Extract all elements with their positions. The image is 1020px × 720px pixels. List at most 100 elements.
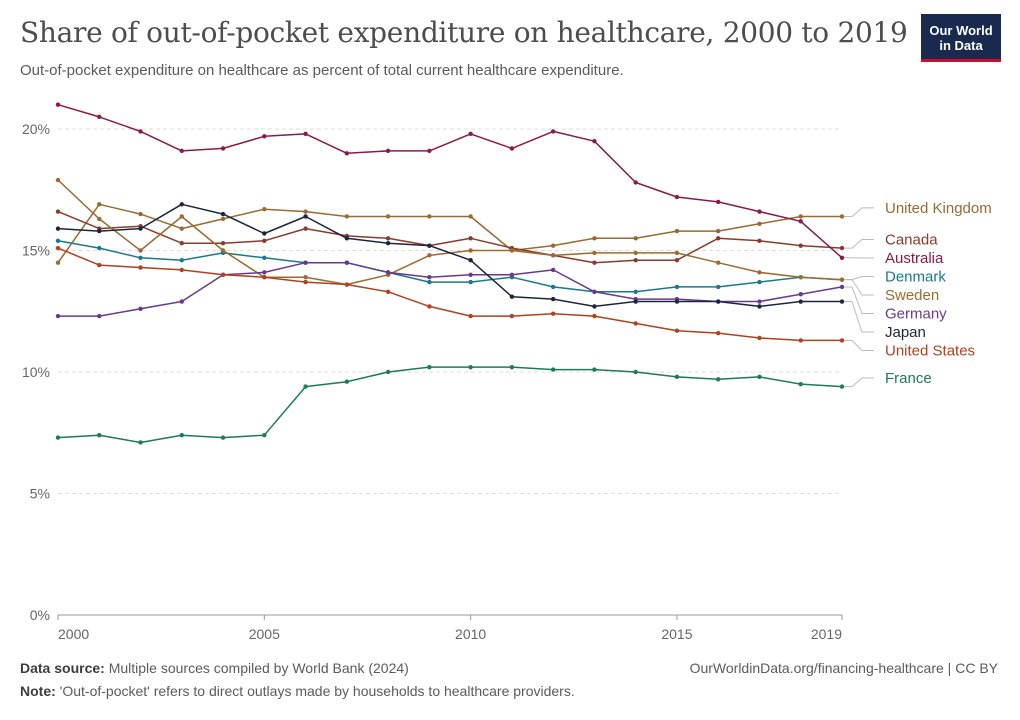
data-point: [262, 238, 267, 243]
series-line: [57, 203, 842, 264]
data-point: [633, 369, 638, 375]
data-point: [550, 284, 556, 290]
series-label: Germany: [885, 306, 947, 323]
source-url[interactable]: OurWorldinData.org/financing-healthcare …: [689, 660, 998, 676]
data-point: [550, 267, 556, 273]
data-point: [179, 432, 184, 438]
data-point: [55, 209, 61, 214]
data-point: [303, 131, 308, 137]
data-point: [674, 258, 680, 263]
data-point: [179, 226, 184, 231]
data-point: [179, 148, 184, 154]
data-point: [220, 241, 226, 246]
data-point: [427, 304, 432, 309]
series-label: Australia: [885, 250, 944, 267]
y-tick-label: 10%: [22, 364, 50, 380]
data-point: [97, 262, 102, 268]
data-point: [138, 306, 143, 312]
data-point: [55, 435, 61, 440]
label-connector: [844, 301, 874, 333]
data-point: [633, 258, 638, 263]
data-point: [839, 214, 845, 219]
data-point: [716, 199, 721, 205]
data-point: [97, 245, 102, 251]
data-point: [179, 299, 184, 304]
data-point: [138, 255, 143, 260]
data-point: [303, 279, 308, 285]
note-line: Note: 'Out-of-pocket' refers to direct o…: [20, 683, 575, 699]
data-point: [592, 260, 597, 265]
data-point: [55, 177, 61, 183]
data-point: [344, 379, 350, 384]
data-point: [509, 248, 515, 253]
data-point: [592, 313, 597, 319]
data-point: [55, 102, 61, 107]
y-tick-label: 20%: [22, 121, 50, 137]
data-point: [262, 275, 267, 280]
data-point: [427, 279, 432, 285]
x-tick-label: 2015: [661, 626, 692, 642]
series-line: [58, 261, 843, 317]
y-tick-label: 0%: [30, 607, 50, 623]
note-label: Note:: [20, 683, 56, 699]
data-point: [427, 243, 432, 248]
series-line: [57, 247, 842, 342]
data-point: [138, 129, 143, 134]
data-point: [138, 211, 143, 217]
x-tick-label: 2005: [249, 626, 280, 642]
data-point: [138, 248, 143, 253]
data-point: [303, 226, 308, 231]
data-point: [344, 260, 350, 265]
data-point: [550, 129, 556, 134]
label-connector: [844, 279, 874, 296]
data-point: [97, 313, 102, 319]
data-point: [220, 435, 226, 440]
data-point: [385, 369, 391, 375]
data-point: [757, 299, 762, 304]
data-point: [839, 284, 845, 290]
data-point: [220, 216, 226, 222]
series-line: [57, 103, 843, 259]
data-point: [592, 250, 597, 256]
data-point: [716, 236, 721, 241]
data-point: [427, 253, 432, 258]
data-point: [674, 194, 680, 200]
data-point: [468, 236, 473, 241]
data-point: [97, 432, 102, 438]
data-point: [427, 275, 432, 280]
gridlines: [58, 128, 842, 494]
data-point: [385, 289, 391, 295]
data-point: [550, 311, 556, 316]
data-point: [138, 226, 143, 231]
data-point: [303, 209, 308, 214]
data-point: [97, 114, 102, 120]
data-point: [385, 241, 391, 246]
data-point: [179, 258, 184, 263]
owid-logo[interactable]: Our World in Data: [921, 14, 1001, 62]
data-point: [303, 275, 308, 280]
data-point: [427, 214, 432, 219]
data-point: [633, 299, 638, 304]
data-point: [674, 228, 680, 234]
data-point: [179, 241, 184, 246]
data-point: [716, 299, 721, 304]
data-point: [220, 211, 226, 217]
data-point: [716, 330, 721, 336]
data-point: [716, 228, 721, 234]
data-point: [716, 284, 721, 290]
data-point: [592, 236, 597, 241]
data-point: [55, 245, 61, 251]
data-point: [798, 299, 803, 304]
data-point: [757, 304, 762, 309]
logo-line-2: in Data: [939, 38, 983, 53]
data-point: [468, 248, 473, 253]
series-line: [57, 203, 842, 308]
data-point: [97, 202, 102, 207]
data-point: [592, 304, 597, 309]
data-point: [633, 236, 638, 241]
data-point: [674, 328, 680, 333]
data-point: [262, 432, 267, 438]
data-point: [220, 272, 226, 277]
